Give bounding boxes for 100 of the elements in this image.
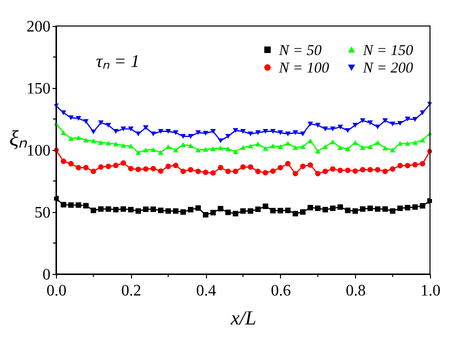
- point: [300, 132, 306, 136]
- point: [308, 138, 314, 144]
- point: [128, 206, 134, 212]
- point: [262, 170, 268, 176]
- point: [308, 122, 314, 126]
- point: [374, 140, 380, 145]
- point: [262, 204, 268, 210]
- point: [150, 147, 156, 152]
- point: [120, 126, 126, 132]
- point: [106, 140, 112, 146]
- point: [202, 170, 208, 176]
- point: [165, 208, 171, 214]
- point: [232, 149, 238, 154]
- point: [412, 162, 418, 168]
- point: [210, 129, 216, 134]
- point: [240, 164, 246, 170]
- point: [136, 166, 142, 172]
- point: [420, 160, 426, 166]
- point: [248, 164, 254, 170]
- point: [210, 170, 216, 176]
- y-tick-label: 50: [34, 204, 50, 222]
- point: [255, 206, 261, 212]
- point: [390, 166, 396, 172]
- point: [262, 129, 268, 134]
- point: [255, 168, 261, 174]
- point: [83, 138, 89, 142]
- point: [225, 134, 231, 139]
- point: [60, 202, 66, 208]
- point: [202, 212, 208, 218]
- point: [412, 204, 418, 210]
- point: [330, 126, 336, 132]
- point: [308, 162, 314, 168]
- point: [397, 162, 403, 168]
- point: [68, 160, 74, 166]
- point: [225, 146, 231, 152]
- point: [382, 168, 388, 174]
- point: [278, 208, 284, 214]
- point: [300, 144, 306, 150]
- point: [60, 158, 66, 164]
- point: [76, 202, 82, 208]
- point: [188, 134, 194, 139]
- point: [120, 160, 126, 166]
- point: [172, 208, 178, 214]
- point: [188, 166, 194, 172]
- point: [83, 164, 89, 170]
- point: [158, 208, 164, 214]
- point: [360, 206, 366, 212]
- point: [330, 166, 336, 172]
- point: [292, 145, 298, 150]
- point: [352, 208, 358, 214]
- point: [278, 144, 284, 150]
- point: [143, 206, 148, 212]
- point: [367, 166, 373, 172]
- point: [76, 164, 82, 170]
- point: [165, 129, 171, 134]
- point: [292, 130, 298, 136]
- point: [76, 135, 82, 140]
- point: [113, 162, 119, 168]
- point: [278, 130, 284, 136]
- point: [106, 122, 112, 128]
- point: [292, 210, 298, 216]
- point: [83, 202, 89, 208]
- point: [322, 168, 328, 174]
- legend-label: N = 200: [362, 60, 414, 76]
- point: [68, 202, 74, 208]
- point: [188, 206, 194, 212]
- point: [195, 168, 201, 174]
- point: [270, 129, 276, 134]
- point: [202, 130, 208, 136]
- point: [248, 144, 254, 148]
- point: [76, 116, 82, 121]
- point: [360, 166, 366, 172]
- point: [315, 206, 321, 212]
- point: [374, 124, 380, 130]
- point: [225, 168, 231, 174]
- point: [285, 208, 291, 214]
- point: [344, 146, 350, 152]
- point: [165, 164, 171, 170]
- point: [202, 147, 208, 152]
- point: [90, 208, 96, 214]
- point: [397, 120, 403, 126]
- point: [68, 115, 74, 120]
- x-tick-label: 0.6: [270, 282, 291, 300]
- point: [322, 206, 328, 212]
- point: [412, 117, 418, 122]
- point: [195, 130, 201, 136]
- point: [188, 143, 194, 148]
- point: [180, 168, 186, 174]
- point: [136, 208, 142, 214]
- point: [352, 122, 358, 128]
- x-axis-title: x/L: [230, 308, 256, 330]
- point: [128, 126, 134, 132]
- point: [360, 145, 366, 150]
- point: [374, 166, 380, 172]
- x-tick-label: 0.4: [196, 282, 216, 300]
- point: [218, 206, 224, 212]
- point: [352, 168, 358, 174]
- point: [180, 209, 186, 215]
- point: [232, 210, 238, 216]
- x-tick-label: 1.0: [420, 282, 440, 300]
